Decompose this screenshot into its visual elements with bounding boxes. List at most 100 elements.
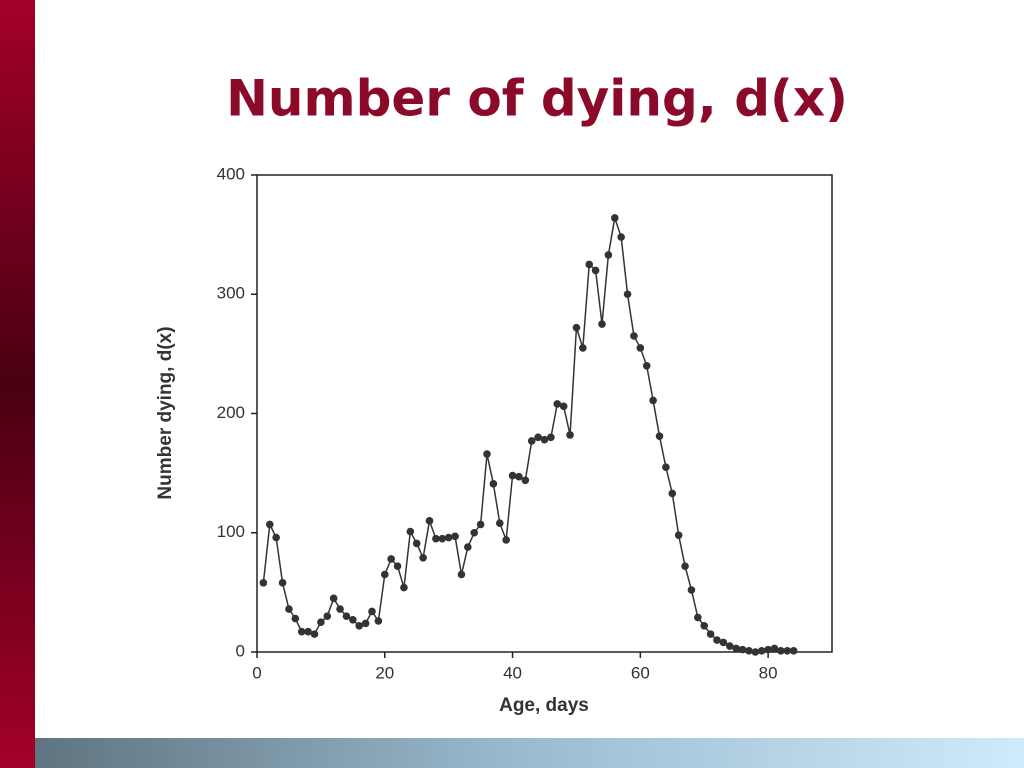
data-point xyxy=(777,647,785,655)
data-point xyxy=(738,645,747,654)
data-point xyxy=(694,613,702,622)
data-point xyxy=(770,644,779,653)
data-point xyxy=(323,612,332,621)
x-tick-label: 0 xyxy=(252,663,261,682)
data-point xyxy=(559,402,568,411)
data-point xyxy=(470,528,479,537)
data-point xyxy=(579,344,587,352)
data-point xyxy=(310,630,319,638)
data-point xyxy=(508,471,517,480)
data-point xyxy=(349,616,357,624)
data-point xyxy=(706,630,715,638)
data-point xyxy=(553,400,562,408)
data-point xyxy=(732,644,740,653)
data-point xyxy=(700,621,709,630)
data-point xyxy=(566,431,574,439)
data-point xyxy=(380,570,389,579)
data-point xyxy=(457,570,466,579)
data-point xyxy=(534,433,542,442)
data-point xyxy=(368,607,376,616)
x-tick-label: 20 xyxy=(375,663,394,682)
data-point xyxy=(451,532,459,541)
data-point xyxy=(495,519,504,528)
data-point xyxy=(674,531,683,539)
data-point xyxy=(630,332,638,340)
data-point xyxy=(757,647,766,655)
data-point xyxy=(419,553,427,562)
data-line xyxy=(262,217,794,653)
data-point xyxy=(265,520,274,529)
data-point xyxy=(355,621,364,630)
data-point xyxy=(547,433,555,442)
data-point xyxy=(681,562,689,570)
data-point xyxy=(425,517,434,525)
data-point xyxy=(687,586,696,594)
side-bar xyxy=(0,0,35,768)
data-point xyxy=(572,323,581,332)
y-tick-label: 100 xyxy=(217,522,245,541)
data-point xyxy=(540,435,549,444)
data-point xyxy=(789,647,798,655)
data-point xyxy=(285,605,293,613)
data-point xyxy=(527,437,536,445)
data-point xyxy=(361,619,370,628)
data-point xyxy=(642,362,651,370)
x-tick-label: 40 xyxy=(503,663,522,682)
data-point xyxy=(444,533,453,542)
data-point xyxy=(719,638,728,647)
data-point xyxy=(278,579,287,587)
data-point xyxy=(636,344,645,352)
data-point xyxy=(291,614,300,623)
y-tick-label: 200 xyxy=(217,403,245,422)
data-point xyxy=(317,618,325,626)
data-point xyxy=(764,645,772,654)
x-axis-title: Age, days xyxy=(499,695,589,716)
slide-title: Number of dying, d(x) xyxy=(226,70,848,128)
y-axis-title: Number dying, d(x) xyxy=(155,326,176,499)
data-point xyxy=(585,260,594,269)
data-point xyxy=(297,627,306,636)
data-point xyxy=(342,612,351,621)
y-tick-label: 300 xyxy=(217,284,245,303)
data-point xyxy=(745,647,753,655)
data-point xyxy=(272,533,280,542)
y-tick-label: 400 xyxy=(217,164,245,183)
data-point xyxy=(783,647,792,655)
data-point xyxy=(432,534,440,543)
data-point xyxy=(617,233,625,241)
footer-bar xyxy=(35,738,1024,768)
data-point xyxy=(515,472,523,481)
data-point xyxy=(400,583,408,592)
data-point xyxy=(655,432,664,440)
data-point xyxy=(649,396,657,405)
data-point xyxy=(412,539,421,548)
plot-frame xyxy=(256,174,833,653)
data-point xyxy=(604,251,613,259)
data-point xyxy=(304,627,312,636)
data-point xyxy=(502,536,510,544)
data-point xyxy=(521,476,530,485)
data-point xyxy=(713,636,721,644)
data-point xyxy=(668,489,677,498)
data-point xyxy=(374,617,383,625)
data-point xyxy=(751,648,760,656)
data-point xyxy=(406,527,415,536)
data-point xyxy=(476,520,485,529)
x-tick-label: 60 xyxy=(631,663,650,682)
data-point xyxy=(329,594,338,603)
y-tick-label: 0 xyxy=(236,641,245,660)
data-point xyxy=(610,214,619,222)
x-tick-label: 80 xyxy=(759,663,778,682)
data-point xyxy=(438,534,447,543)
data-point xyxy=(598,320,606,328)
data-point xyxy=(725,642,734,650)
data-point xyxy=(623,290,632,299)
data-point xyxy=(662,463,670,471)
data-point xyxy=(387,555,395,563)
data-point xyxy=(393,562,402,570)
data-point xyxy=(259,579,268,587)
data-point xyxy=(336,605,344,613)
data-point xyxy=(464,543,472,551)
